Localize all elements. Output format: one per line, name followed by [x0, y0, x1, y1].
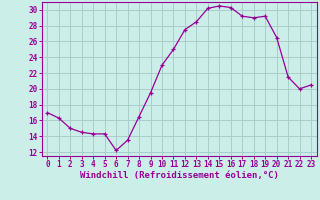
X-axis label: Windchill (Refroidissement éolien,°C): Windchill (Refroidissement éolien,°C) [80, 171, 279, 180]
